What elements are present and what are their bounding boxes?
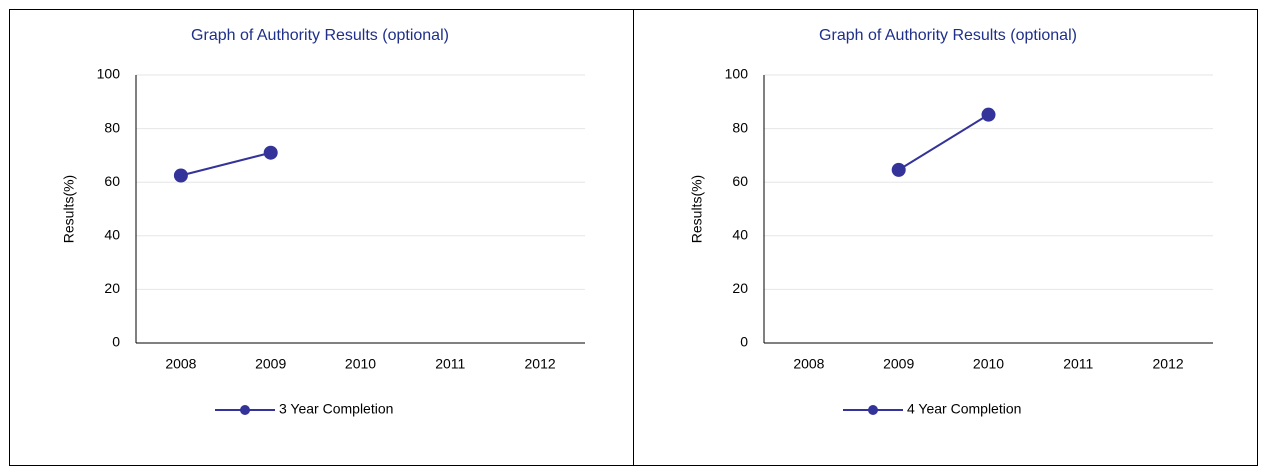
y-tick-label: 80 [104,119,120,135]
x-tick-label: 2009 [883,356,914,372]
y-tick-label: 0 [740,334,748,350]
chart-title: Graph of Authority Results (optional) [819,27,1077,44]
y-tick-label: 60 [104,173,120,189]
x-tick-label: 2012 [525,356,556,372]
y-tick-label: 80 [732,119,748,135]
x-tick-label: 2008 [793,356,824,372]
x-tick-label: 2010 [973,356,1004,372]
legend-label: 4 Year Completion [907,401,1021,417]
x-tick-label: 2011 [1063,356,1093,372]
y-tick-label: 40 [732,227,748,243]
y-tick-label: 20 [732,280,748,296]
chart-frame [633,9,1258,466]
x-tick-label: 2009 [255,356,286,372]
legend-marker [868,405,878,415]
y-tick-label: 100 [97,66,121,82]
y-tick-label: 40 [104,227,120,243]
y-tick-label: 20 [104,280,120,296]
series-line [898,113,990,171]
y-tick-label: 60 [732,173,748,189]
y-axis-label: Results(%) [689,175,705,243]
x-tick-label: 2011 [435,356,465,372]
data-point [891,162,906,177]
x-tick-label: 2008 [165,356,196,372]
y-axis-label: Results(%) [61,175,77,243]
data-point [173,168,188,183]
y-tick-label: 100 [725,66,749,82]
legend-marker [240,405,250,415]
data-point [981,107,996,122]
series-line [180,151,271,177]
x-tick-label: 2012 [1153,356,1184,372]
x-tick-label: 2010 [345,356,376,372]
y-tick-label: 0 [112,334,120,350]
legend-label: 3 Year Completion [279,401,393,417]
chart-title: Graph of Authority Results (optional) [191,27,449,44]
data-point [263,145,278,160]
